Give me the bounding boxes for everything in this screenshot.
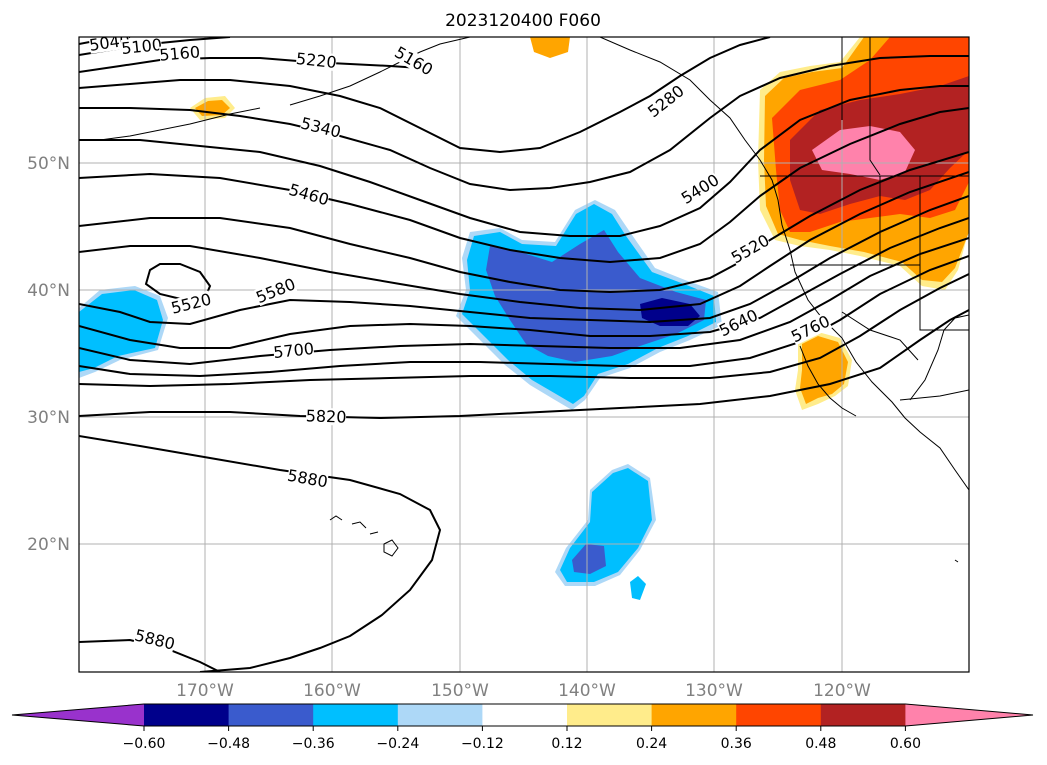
colorbar-tick-label: −0.24: [376, 736, 419, 752]
colorbar: −0.60 −0.48 −0.36 −0.24 −0.12 0.12 0.24 0.36 0.4…: [11, 703, 1034, 752]
contour-label: 5040: [88, 30, 131, 54]
colorbar-tick-label: 0.36: [721, 736, 752, 752]
colorbar-tick-label: −0.12: [461, 736, 504, 752]
colorbar-swatch: [736, 704, 822, 726]
colorbar-tick-label: 0.24: [636, 736, 667, 752]
contour-label: 5700: [272, 339, 314, 362]
colorbar-extend-low: [12, 704, 144, 726]
colorbar-tick-label: −0.36: [292, 736, 335, 752]
contour-label: 5820: [305, 406, 346, 426]
colorbar-swatch: [397, 704, 483, 726]
lat-label: 20°N: [27, 535, 70, 555]
colorbar-tick-label: 0.48: [805, 736, 836, 752]
latitude-labels: 50°N 40°N 30°N 20°N: [27, 154, 70, 555]
lat-label: 40°N: [27, 281, 70, 301]
colorbar-swatch: [313, 704, 399, 726]
colorbar-tick-label: 0.12: [551, 736, 582, 752]
colorbar-swatch: [651, 704, 737, 726]
colorbar-swatch: [482, 704, 568, 726]
contour-label: 5220: [295, 49, 337, 72]
colorbar-swatch: [820, 704, 906, 726]
colorbar-extend-high: [905, 704, 1033, 726]
map-plot-area: 5040 5100 5160 5220 5160 5280 5340 5400 …: [79, 30, 969, 672]
lon-label: 120°W: [813, 681, 871, 701]
lon-label: 130°W: [685, 681, 743, 701]
graticule: [79, 37, 969, 672]
plot-frame: [78, 36, 970, 673]
map-title: 2023120400 F060: [445, 11, 601, 31]
lon-label: 150°W: [431, 681, 489, 701]
lat-label: 50°N: [27, 154, 70, 174]
colorbar-tick-label: −0.60: [123, 736, 166, 752]
longitude-labels: 170°W 160°W 150°W 140°W 130°W 120°W: [176, 681, 871, 701]
lon-label: 160°W: [303, 681, 361, 701]
colorbar-swatch: [228, 704, 314, 726]
coastlines: [99, 37, 969, 563]
colorbar-tick-label: −0.48: [207, 736, 250, 752]
contour-label: 5160: [159, 42, 201, 64]
lon-label: 140°W: [558, 681, 616, 701]
colorbar-tick-label: 0.60: [890, 736, 921, 752]
hawaii-islands: [329, 515, 399, 557]
contour-label: 5100: [120, 35, 162, 58]
colorbar-swatch: [567, 704, 653, 726]
colorbar-swatch: [144, 704, 230, 726]
lat-label: 30°N: [27, 408, 70, 428]
lon-label: 170°W: [176, 681, 234, 701]
